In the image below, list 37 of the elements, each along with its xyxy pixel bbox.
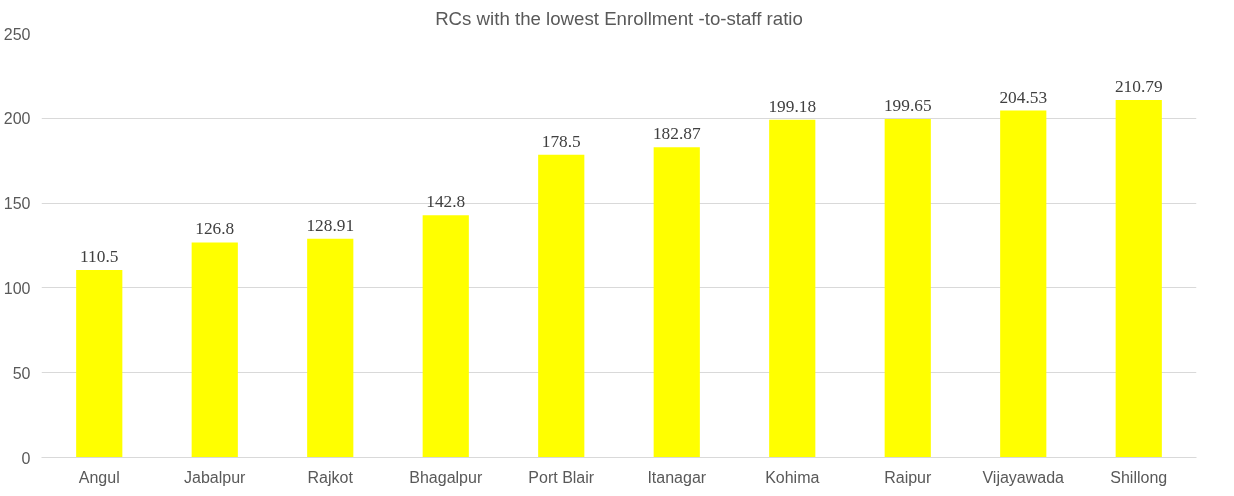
bar: [769, 119, 816, 458]
bar: [307, 238, 354, 458]
x-tick-label: Angul: [78, 468, 120, 486]
x-tick-label: Rajkot: [307, 468, 354, 486]
y-tick-label: 50: [12, 364, 31, 382]
y-tick-label: 250: [3, 25, 31, 43]
bar: [538, 154, 585, 458]
y-tick-label: 0: [21, 449, 31, 467]
data-label: 199.65: [883, 95, 932, 115]
y-tick-label: 150: [3, 195, 31, 213]
bar: [653, 147, 700, 458]
data-label: 178.5: [541, 131, 581, 151]
data-label: 126.8: [195, 219, 235, 239]
x-tick-label: Itanagar: [647, 468, 707, 486]
bar: [884, 118, 931, 458]
bar: [191, 242, 238, 458]
x-tick-label: Kohima: [765, 468, 820, 486]
x-tick-label: Shillong: [1110, 468, 1168, 486]
bar: [422, 215, 469, 458]
x-tick-label: Bhagalpur: [409, 468, 483, 486]
bar: [1115, 100, 1162, 458]
data-label: 182.87: [652, 124, 701, 144]
y-tick-label: 200: [3, 110, 31, 128]
data-label: 199.18: [768, 96, 817, 116]
data-label: 128.91: [306, 215, 355, 235]
data-label: 110.5: [80, 247, 119, 267]
data-label: 204.53: [999, 87, 1048, 107]
chart-title: RCs with the lowest Enrollment -to-staff ratio: [435, 7, 803, 29]
bar: [76, 270, 123, 458]
x-tick-label: Jabalpur: [184, 468, 247, 486]
x-tick-label: Port Blair: [528, 468, 595, 486]
y-tick-label: 100: [3, 279, 31, 297]
bar: [1000, 110, 1047, 458]
x-tick-label: Vijayawada: [982, 468, 1065, 486]
x-tick-label: Raipur: [884, 468, 932, 486]
data-label: 142.8: [426, 192, 466, 212]
data-label: 210.79: [1114, 77, 1163, 96]
